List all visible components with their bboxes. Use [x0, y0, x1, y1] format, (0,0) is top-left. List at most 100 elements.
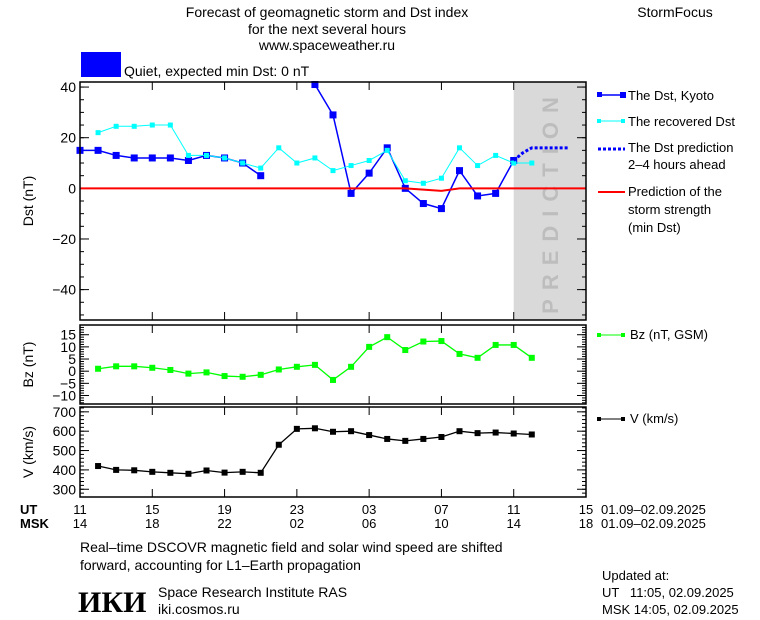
legend: The Dst, Kyoto The recovered Dst The Dst… — [597, 88, 735, 426]
kyoto-dst-point — [329, 111, 337, 119]
msk-tick-label: 14 — [506, 516, 520, 531]
v-point — [510, 430, 517, 437]
v-point — [131, 467, 138, 474]
chart-url: www.spaceweather.ru — [258, 37, 395, 53]
kyoto-dst-point — [257, 172, 265, 180]
v-point — [257, 469, 264, 476]
y-tick-label: −20 — [52, 231, 76, 247]
legend-marker-recovered — [597, 119, 601, 123]
kyoto-dst-point — [492, 189, 500, 197]
recovered-dst-point — [366, 157, 372, 163]
y-tick-label: 600 — [53, 423, 77, 439]
y-tick-label: 15 — [60, 327, 76, 343]
plot-frame — [79, 81, 587, 321]
kyoto-dst-point — [456, 167, 463, 175]
y-tick-label: −5 — [60, 375, 76, 391]
bz-point — [384, 334, 391, 341]
ut-axis-label: UT — [20, 502, 37, 517]
bz-point — [456, 350, 463, 357]
bz-point — [438, 338, 445, 345]
recovered-dst-point — [167, 122, 173, 128]
y-tick-label: −40 — [52, 282, 76, 298]
recovered-dst-point — [294, 160, 300, 166]
v-point — [311, 425, 318, 432]
y-tick-label: 300 — [53, 481, 77, 497]
y-tick-label: 0 — [68, 363, 76, 379]
msk-axis-label: MSK — [20, 516, 50, 531]
legend-recovered: The recovered Dst — [628, 114, 735, 129]
ut-tick-label: 23 — [290, 502, 304, 517]
bz-point — [167, 366, 174, 373]
v-point — [275, 441, 282, 448]
kyoto-dst-point — [365, 169, 373, 177]
recovered-dst-point — [276, 145, 282, 151]
recovered-dst-point — [113, 123, 119, 129]
plot-frame — [79, 406, 587, 498]
bz-point — [239, 373, 246, 380]
legend-bz: Bz (nT, GSM) — [630, 327, 708, 342]
status-text: Quiet, expected min Dst: 0 nT — [124, 63, 310, 79]
storm-strength-prediction-line — [80, 187, 586, 192]
recovered-dst-point — [240, 160, 246, 166]
kyoto-dst-point — [311, 81, 319, 89]
bz-point — [492, 341, 499, 348]
date-range-ut: 01.09–02.09.2025 — [601, 502, 706, 517]
legend-kyoto: The Dst, Kyoto — [628, 88, 714, 103]
dst-prediction-line — [512, 146, 568, 162]
bz-point — [149, 364, 156, 371]
bz-point — [131, 363, 138, 370]
recovered-dst-point — [457, 145, 462, 151]
legend-marker-bz — [597, 333, 601, 337]
msk-tick-label: 14 — [73, 516, 87, 531]
msk-tick-label: 18 — [145, 516, 159, 531]
v-point — [239, 468, 246, 475]
legend-prediction-line1: The Dst prediction — [628, 140, 734, 155]
ut-tick-label: 11 — [73, 502, 87, 517]
panel-2: 700 600 500 400 300 V (km/s) — [20, 404, 587, 498]
y-tick-label: 400 — [53, 462, 77, 478]
v-point — [420, 435, 427, 442]
v-point — [185, 470, 192, 477]
bz-point — [330, 376, 336, 383]
recovered-dst-point — [384, 147, 390, 153]
prediction-label: PREDICTION — [538, 88, 563, 314]
bz-line — [97, 336, 533, 381]
y-axis-label: Dst (nT) — [20, 176, 36, 227]
v-point — [330, 428, 336, 435]
kyoto-dst-line — [80, 149, 262, 177]
chart-title-line1: Forecast of geomagnetic storm and Dst in… — [186, 4, 468, 20]
kyoto-dst-point — [166, 154, 174, 162]
msk-tick-label: 02 — [290, 516, 304, 531]
iki-logo: ИКИ — [78, 586, 146, 619]
y-axis-label: V (km/s) — [20, 426, 36, 478]
bz-point — [275, 366, 282, 373]
ut-tick-label: 19 — [217, 502, 231, 517]
recovered-dst-point — [185, 152, 191, 158]
chart-title-line2: for the next several hours — [248, 21, 406, 37]
y-tick-label: 40 — [60, 79, 76, 95]
institute-url[interactable]: iki.cosmos.ru — [158, 601, 240, 617]
v-point — [366, 432, 373, 439]
v-point — [528, 431, 535, 438]
bz-point — [366, 343, 373, 350]
prediction-region — [513, 82, 586, 320]
brand-name: StormFocus — [637, 4, 712, 20]
recovered-dst-point — [475, 163, 481, 169]
bz-point — [311, 361, 318, 368]
status-color-box — [81, 52, 121, 77]
date-range-msk: 01.09–02.09.2025 — [601, 516, 706, 531]
updated-label: Updated at: — [602, 568, 669, 583]
legend-storm-line2: storm strength — [628, 202, 711, 217]
legend-marker-kyoto — [597, 92, 602, 97]
recovered-dst-point — [529, 160, 535, 166]
recovered-dst-point — [258, 165, 264, 171]
v-point — [474, 430, 481, 437]
kyoto-dst-point — [94, 146, 102, 154]
legend-marker-bz — [621, 333, 625, 337]
kyoto-dst-point — [130, 154, 138, 162]
legend-marker-recovered — [621, 119, 625, 123]
legend-marker-kyoto — [620, 92, 626, 98]
v-point — [149, 468, 156, 475]
